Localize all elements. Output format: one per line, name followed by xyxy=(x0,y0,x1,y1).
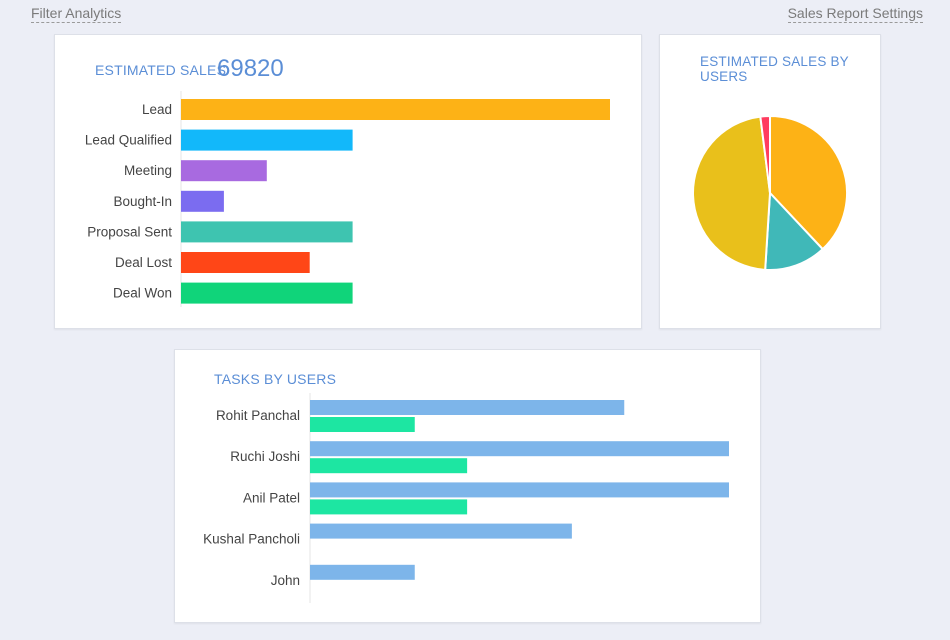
sales-by-users-pie-chart xyxy=(692,114,848,271)
user-label: John xyxy=(271,573,300,588)
pie-slice-4 xyxy=(759,114,771,194)
category-label: Lead xyxy=(142,102,172,117)
bar-ruchi-joshi-series-2 xyxy=(310,458,468,474)
category-label: Deal Lost xyxy=(115,255,172,270)
bar-rohit-panchal-series-2 xyxy=(310,417,415,432)
bar-deal-won xyxy=(181,282,353,304)
bar-meeting xyxy=(181,160,267,182)
bar-lead xyxy=(181,99,610,120)
tasks-by-users-card: TASKS BY USERS Rohit Panchal Ruchi Joshi A… xyxy=(174,349,761,623)
sales-by-users-card: ESTIMATED SALES BY USERS xyxy=(659,34,881,329)
bar-anil-patel-series-2 xyxy=(310,499,468,515)
filter-analytics-link[interactable]: Filter Analytics xyxy=(31,5,122,23)
bar-rohit-panchal-series-1 xyxy=(310,400,625,415)
user-label: Rohit Panchal xyxy=(216,408,300,423)
estimated-sales-total: 69820 xyxy=(217,55,284,82)
bar-deal-lost xyxy=(181,252,310,273)
sales-report-settings-link[interactable]: Sales Report Settings xyxy=(787,5,923,23)
estimated-sales-card: ESTIMATED SALES 69820 Lead Lead Qualified… xyxy=(54,34,642,329)
tasks-by-users-title: TASKS BY USERS xyxy=(214,371,337,387)
pie-slice-1 xyxy=(769,114,848,251)
category-label: Bought-In xyxy=(113,194,172,209)
sales-by-users-title: ESTIMATED SALES BY USERS xyxy=(700,54,849,84)
bar-kushal-pancholi-series-1 xyxy=(310,523,572,539)
tasks-by-users-bar-chart: Rohit Panchal Ruchi Joshi Anil Patel Kushal… xyxy=(203,393,729,603)
bar-john-series-1 xyxy=(310,564,415,580)
category-label: Proposal Sent xyxy=(87,224,172,239)
sales-stage-bar-chart: Lead Lead Qualified Meeting Bought-In Propos… xyxy=(85,91,610,307)
category-label: Lead Qualified xyxy=(85,133,172,148)
pie-slice-2 xyxy=(764,190,825,271)
user-label: Ruchi Joshi xyxy=(230,449,300,464)
bar-ruchi-joshi-series-1 xyxy=(310,441,729,457)
category-label: Meeting xyxy=(124,163,172,178)
category-label: Deal Won xyxy=(113,286,172,301)
user-label: Anil Patel xyxy=(243,490,300,505)
bar-bought-in xyxy=(181,190,224,212)
bar-lead-qualified xyxy=(181,129,353,151)
estimated-sales-title: ESTIMATED SALES xyxy=(95,62,227,78)
bar-anil-patel-series-1 xyxy=(310,482,729,498)
user-label: Kushal Pancholi xyxy=(203,532,300,547)
pie-slice-3 xyxy=(692,115,772,271)
bar-proposal-sent xyxy=(181,221,353,243)
